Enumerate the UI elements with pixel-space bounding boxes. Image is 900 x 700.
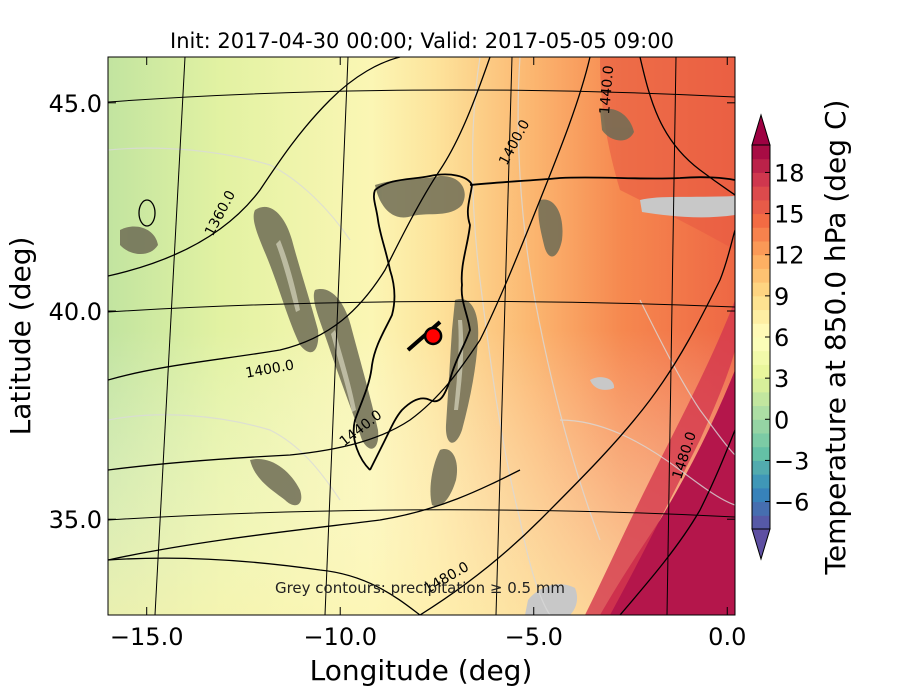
y-tick-label: 40.0 bbox=[49, 298, 102, 326]
terrain-highlights bbox=[276, 240, 464, 412]
x-tick-label: −15.0 bbox=[110, 623, 184, 651]
colorbar-bin bbox=[752, 460, 770, 475]
colorbar-bin bbox=[752, 405, 770, 420]
colorbar-bin bbox=[752, 419, 770, 434]
colorbar-bin bbox=[752, 227, 770, 242]
plot-area: 1360.01400.01400.01440.01440.01480.01480… bbox=[108, 57, 735, 615]
colorbar-bin bbox=[752, 474, 770, 489]
colorbar-tick-label: −3 bbox=[774, 447, 809, 475]
colorbar-bin bbox=[752, 158, 770, 173]
colorbar-bin bbox=[752, 323, 770, 338]
contour-label: 1440.0 bbox=[597, 65, 617, 115]
colorbar-bin bbox=[752, 350, 770, 365]
colorbar-bin bbox=[752, 501, 770, 516]
warm-region-southeast bbox=[600, 370, 735, 615]
colorbar-tick-label: 6 bbox=[774, 324, 789, 352]
colorbar: −6 −3 0 3 6 9 12 15 18 bbox=[751, 113, 809, 561]
colorbar-bin bbox=[752, 145, 770, 160]
location-marker bbox=[423, 326, 443, 346]
precipitation-contours bbox=[108, 57, 735, 615]
y-axis: 35.0 40.0 45.0 bbox=[49, 90, 735, 534]
parallel-45 bbox=[108, 89, 735, 103]
y-axis-label: Latitude (deg) bbox=[4, 237, 37, 436]
colorbar-bin bbox=[752, 213, 770, 228]
chart-title: Init: 2017-04-30 00:00; Valid: 2017-05-0… bbox=[170, 29, 674, 53]
colorbar-bin bbox=[752, 268, 770, 283]
colorbar-bin bbox=[752, 172, 770, 187]
missing-data-patch bbox=[525, 584, 578, 615]
colorbar-tick-label: 18 bbox=[774, 159, 805, 187]
observation-marker bbox=[406, 320, 443, 352]
colorbar-bin bbox=[752, 282, 770, 297]
colorbar-bin bbox=[752, 378, 770, 393]
colorbar-bin bbox=[752, 391, 770, 407]
parallel-35 bbox=[108, 509, 735, 521]
plot-frame bbox=[107, 56, 736, 616]
colorbar-tick-label: 3 bbox=[774, 365, 789, 393]
colorbar-bin bbox=[752, 364, 770, 379]
colorbar-bin bbox=[752, 254, 770, 269]
colorbar-bin bbox=[752, 337, 770, 352]
colorbar-tick-label: 12 bbox=[774, 242, 805, 270]
x-tick-label: −10.0 bbox=[303, 623, 377, 651]
parallel-40 bbox=[108, 300, 735, 313]
graticule bbox=[108, 57, 735, 615]
colorbar-bin bbox=[752, 295, 770, 311]
x-axis: −15.0 −10.0 −5.0 0.0 bbox=[110, 57, 746, 651]
meridian-5 bbox=[495, 57, 513, 615]
x-axis-label: Longitude (deg) bbox=[310, 654, 533, 687]
colorbar-bin bbox=[752, 487, 770, 503]
colorbar-bin bbox=[752, 241, 770, 256]
y-tick-label: 35.0 bbox=[49, 506, 102, 534]
meridian-10 bbox=[324, 57, 349, 615]
colorbar-tick-label: 15 bbox=[774, 201, 805, 229]
y-tick-label: 45.0 bbox=[49, 90, 102, 118]
precipitation-annotation: Grey contours: precipitation ≥ 0.5 mm bbox=[275, 579, 565, 597]
colorbar-tick-label: 0 bbox=[774, 406, 789, 434]
missing-data-patch bbox=[590, 377, 615, 390]
colorbar-bin bbox=[752, 446, 770, 461]
colorbar-bin bbox=[752, 515, 770, 530]
meridian-15 bbox=[154, 57, 186, 615]
meridian-0 bbox=[666, 57, 677, 615]
x-tick-label: −5.0 bbox=[505, 623, 563, 651]
colorbar-bin bbox=[752, 309, 770, 324]
missing-data-patch bbox=[640, 196, 735, 218]
colorbar-bin bbox=[752, 186, 770, 201]
colorbar-extend-low bbox=[751, 528, 771, 561]
colorbar-label: Temperature at 850.0 hPa (deg C) bbox=[819, 100, 852, 576]
colorbar-extend-high bbox=[751, 113, 771, 146]
colorbar-bin bbox=[752, 433, 770, 448]
x-tick-label: 0.0 bbox=[708, 623, 746, 651]
colorbar-bin bbox=[752, 199, 770, 215]
colorbar-tick-label: −6 bbox=[774, 489, 809, 517]
coastline bbox=[352, 173, 735, 471]
colorbar-tick-label: 9 bbox=[774, 283, 789, 311]
